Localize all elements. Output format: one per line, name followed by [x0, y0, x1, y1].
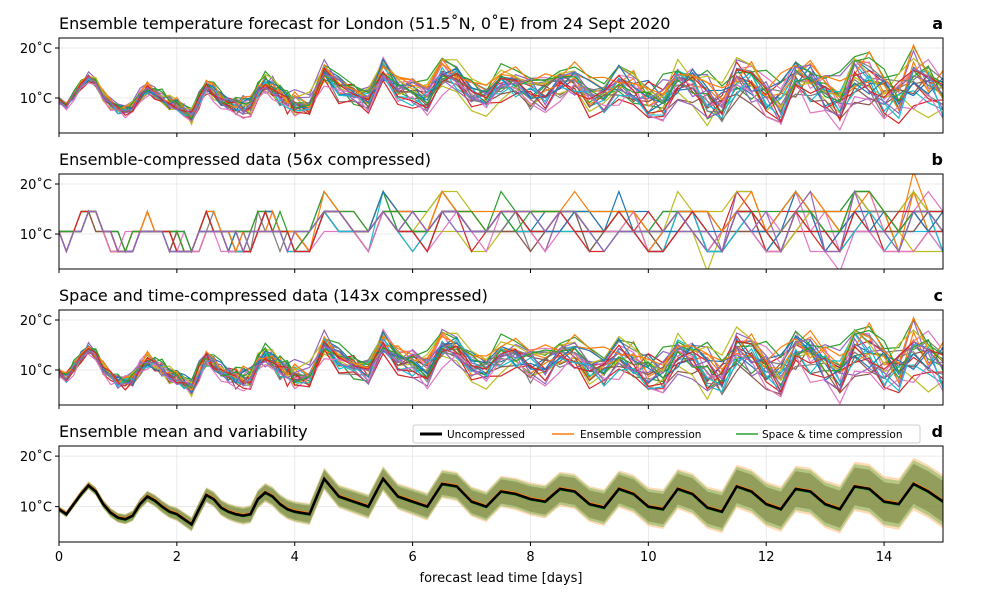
panel-letter-d: d: [932, 422, 943, 441]
variability-band-1: [59, 457, 943, 534]
y-tick-label: 10˚C: [20, 227, 52, 243]
series-line-member-2: [59, 190, 943, 254]
series-line-member-1: [59, 190, 943, 254]
y-tick-label: 20˚C: [20, 449, 52, 465]
x-tick-label: 2: [173, 550, 181, 565]
series-line-member-24: [59, 67, 943, 123]
y-tick-label: 10˚C: [20, 91, 52, 107]
panel-letter-c: c: [934, 286, 943, 305]
series-line-member-4: [59, 190, 943, 254]
y-tick-label: 20˚C: [20, 313, 52, 329]
x-tick-label: 6: [408, 550, 416, 565]
plot-area-d: [59, 457, 943, 534]
series-line-member-10: [59, 189, 943, 253]
series-line-member-21: [59, 57, 943, 121]
y-tick-label: 20˚C: [20, 177, 52, 193]
x-tick-label: 4: [291, 550, 299, 565]
axes-frame: [58, 309, 944, 406]
y-tick-label: 10˚C: [20, 500, 52, 516]
x-tick-label: 14: [876, 550, 893, 565]
legend-label-3: Space & time compression: [762, 429, 903, 441]
series-line-member-5: [59, 189, 943, 254]
x-axis-label: forecast lead time [days]: [420, 571, 583, 586]
series-line-member-24: [59, 340, 943, 394]
series-line-member-25: [59, 189, 943, 254]
x-tick-label: 10: [640, 550, 657, 565]
x-tick-label: 8: [526, 550, 534, 565]
series-line-member-9: [59, 210, 943, 269]
y-tick-label: 10˚C: [20, 363, 52, 379]
axes-frame: [58, 37, 944, 134]
series-line-member-18: [59, 190, 943, 254]
series-line-member-11: [59, 190, 943, 254]
axes-frame: [58, 445, 944, 543]
panels: 10˚C 20˚C Ensemble temperature forecast fo…: [20, 14, 944, 565]
series-line-member-21: [59, 189, 943, 254]
series-line-member-7: [59, 189, 943, 254]
x-tick-label: 0: [55, 550, 63, 565]
legend-label-2: Ensemble compression: [580, 429, 701, 441]
series-line-member-23: [59, 56, 943, 120]
series-line-member-25: [59, 337, 943, 390]
variability-band-3: [59, 463, 943, 530]
panel-letter-a: a: [932, 14, 943, 33]
legend: Uncompressed Ensemble compression Space & …: [412, 424, 921, 444]
series-line-member-13: [59, 189, 943, 254]
x-tick-label: 12: [758, 550, 775, 565]
legend-frame: [412, 424, 921, 444]
panel-a: 10˚C 20˚C Ensemble temperature forecast fo…: [20, 14, 944, 137]
plot-area-a: [59, 43, 943, 131]
axes-frame: [58, 173, 944, 270]
panel-title-b: Ensemble-compressed data (56x compressed…: [59, 150, 431, 169]
series-line-member-14: [59, 73, 943, 125]
panel-title-d: Ensemble mean and variability: [59, 422, 308, 441]
legend-label-1: Uncompressed: [447, 429, 525, 441]
plot-area-b: [59, 174, 943, 269]
series-line-member-19: [59, 190, 943, 254]
panel-c: 10˚C 20˚C Space and time-compressed data (…: [20, 286, 944, 409]
panel-letter-b: b: [932, 150, 943, 169]
panel-title-a: Ensemble temperature forecast for London…: [59, 14, 670, 33]
y-tick-label: 20˚C: [20, 41, 52, 57]
panel-title-c: Space and time-compressed data (143x com…: [59, 286, 488, 305]
panel-b: 10˚C 20˚C Ensemble-compressed data (56x co…: [20, 150, 944, 273]
series-line-member-23: [59, 190, 943, 254]
series-line-mean-3: [59, 476, 943, 527]
series-line-member-17: [59, 209, 943, 269]
series-line-member-4: [59, 335, 943, 387]
series-line-member-12: [59, 189, 943, 254]
panel-d: Uncompressed Ensemble compression Space & …: [20, 422, 944, 565]
plot-area-c: [59, 315, 943, 405]
series-line-member-25: [59, 62, 943, 117]
